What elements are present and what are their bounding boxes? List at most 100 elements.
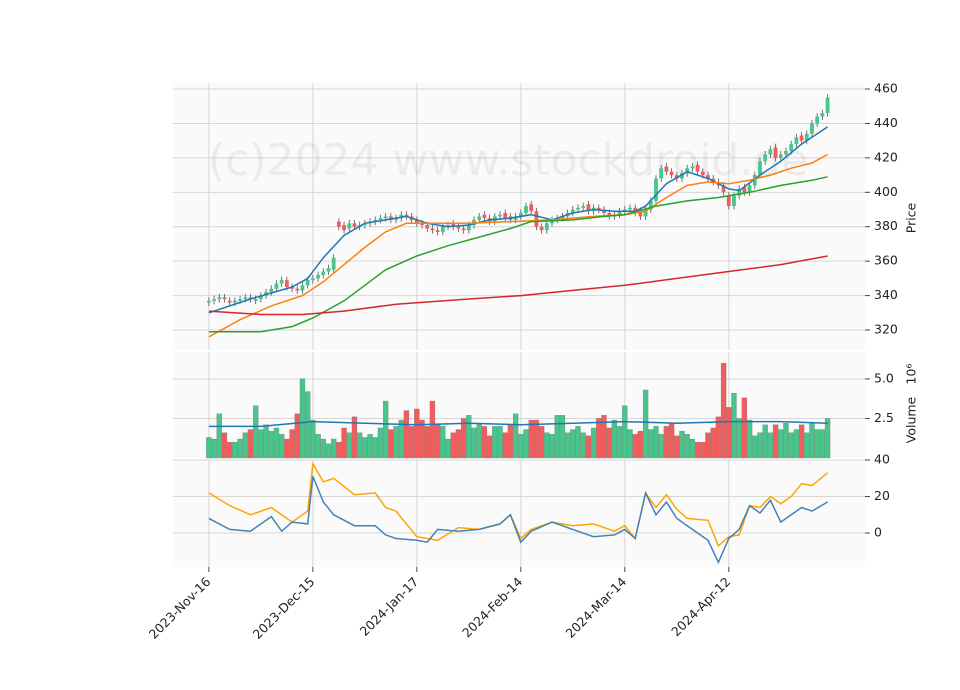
volume-bar <box>731 392 737 459</box>
candle-body <box>430 228 435 231</box>
volume-bar <box>341 427 347 459</box>
candle-body <box>290 286 294 289</box>
candle-body <box>253 299 258 301</box>
candle-body <box>539 226 544 231</box>
y-tick-label: 2.5 <box>874 410 894 425</box>
volume-bar <box>694 442 701 459</box>
volume-bar <box>824 418 831 459</box>
candle-body <box>680 173 684 179</box>
volume-bar <box>299 378 306 459</box>
candle-body <box>581 206 586 208</box>
candle-body <box>695 164 700 172</box>
volume-bar <box>684 434 690 459</box>
volume-bar <box>273 427 280 459</box>
candle-body <box>799 135 804 141</box>
volume-bar <box>320 438 326 459</box>
volume-bar <box>616 426 623 459</box>
candle-body <box>815 116 820 124</box>
candle-body <box>596 207 601 210</box>
candle-body <box>212 299 216 301</box>
volume-bar <box>538 426 545 459</box>
candle-body <box>466 225 471 231</box>
volume-bar <box>627 429 633 459</box>
volume-bar <box>408 426 415 459</box>
volume-exponent: 10⁶ <box>904 364 919 385</box>
candle-body <box>420 223 424 226</box>
volume-bar <box>575 426 581 459</box>
candle-body <box>524 206 528 213</box>
candle-body <box>518 212 523 217</box>
candle-body <box>404 214 409 217</box>
volume-bar <box>247 429 254 459</box>
volume-bar <box>440 426 446 459</box>
candle-body <box>654 178 658 201</box>
candle-body <box>446 225 450 227</box>
volume-bar <box>253 405 259 459</box>
volume-bar <box>637 430 644 459</box>
candle-body <box>768 149 773 155</box>
candle-body <box>498 214 502 217</box>
volume-bar <box>590 427 597 459</box>
candle-body <box>544 223 549 231</box>
volume-bar <box>658 434 664 459</box>
candle-body <box>269 288 274 293</box>
volume-bar <box>528 419 534 459</box>
volume-bar <box>325 443 332 459</box>
volume-bar <box>757 432 763 459</box>
volume-bar <box>778 429 784 459</box>
candle-body <box>648 200 653 210</box>
volume-bar <box>486 435 493 459</box>
volume-bar <box>507 424 514 459</box>
candle-body <box>435 230 440 232</box>
volume-bar <box>237 438 243 459</box>
candle-body <box>456 226 461 229</box>
volume-bar <box>772 424 779 459</box>
y-tick-label: 460 <box>874 81 898 96</box>
candle-body <box>227 300 232 303</box>
candle-body <box>794 137 799 145</box>
candle-body <box>217 297 222 300</box>
volume-bar <box>372 437 378 459</box>
candle-body <box>316 274 320 279</box>
candle-body <box>378 218 383 220</box>
candle-body <box>763 154 768 162</box>
candle-body <box>737 188 742 196</box>
x-tick-label: 2023-Nov-16 <box>146 574 214 642</box>
volume-bar <box>736 418 742 459</box>
candle-body <box>700 171 705 176</box>
volume-bar <box>227 442 233 459</box>
candle-body <box>206 300 211 303</box>
volume-bar <box>476 423 482 459</box>
volume-bar <box>570 429 576 459</box>
volume-bar <box>814 429 820 459</box>
volume-bar <box>668 423 675 459</box>
volume-bar <box>242 432 248 459</box>
volume-bar <box>434 424 441 459</box>
candle-body <box>503 212 508 219</box>
candle-body <box>248 297 253 300</box>
volume-bar <box>481 426 488 459</box>
candle-body <box>607 212 612 217</box>
candle-body <box>477 216 482 220</box>
candle-body <box>690 166 695 169</box>
volume-bar <box>346 432 352 459</box>
volume-bar <box>606 427 612 459</box>
volume-bar <box>445 438 451 459</box>
volume-bar <box>788 432 794 459</box>
volume-bar <box>741 397 748 459</box>
volume-bar <box>263 424 269 459</box>
volume-bar <box>611 419 618 459</box>
candle-body <box>342 225 346 231</box>
candle-body <box>336 221 341 227</box>
volume-bar <box>518 434 524 459</box>
candle-body <box>388 216 393 220</box>
candle-body <box>451 223 456 227</box>
candle-body <box>685 168 690 174</box>
volume-bar <box>793 429 800 459</box>
volume-bar <box>284 438 290 459</box>
candle-body <box>659 168 664 179</box>
volume-bar <box>809 423 815 459</box>
volume-bar <box>403 410 410 459</box>
volume-bar <box>798 424 805 459</box>
candle-body <box>628 207 632 210</box>
